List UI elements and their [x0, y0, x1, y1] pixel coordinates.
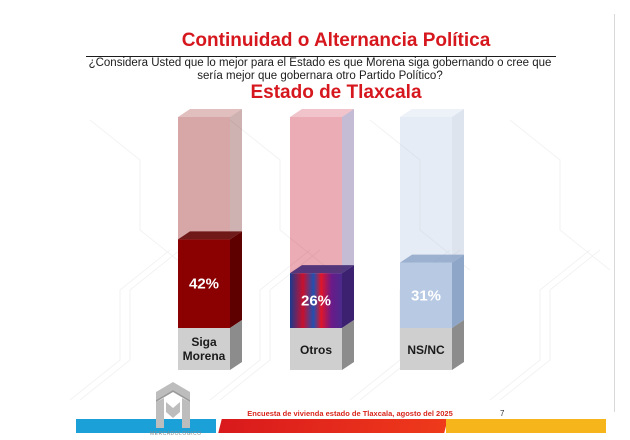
bar-side: [342, 265, 354, 328]
survey-question: ¿Considera Usted que lo mejor para el Es…: [88, 57, 552, 82]
bar-side: [452, 254, 464, 328]
page-number: 7: [500, 409, 505, 418]
data-label: 26%: [301, 293, 331, 310]
category-plinth-side: [230, 320, 242, 370]
footer-note: Encuesta de vivienda estado de Tlaxcala,…: [247, 409, 453, 418]
bar-background-side: [342, 109, 354, 274]
bar-background-side: [230, 109, 242, 240]
bar-top: [400, 254, 464, 263]
category-plinth-side: [342, 320, 354, 370]
footer-blue-stripe: [76, 419, 216, 433]
bar: [400, 262, 452, 328]
footer-red-stripe: [218, 419, 448, 433]
company-logo: [156, 382, 190, 428]
category-plinth: [400, 328, 452, 370]
bar-background: [290, 117, 342, 274]
category-label: NS/NC: [407, 343, 445, 357]
slide-subtitle: Estado de Tlaxcala: [250, 82, 422, 103]
bar-side: [230, 231, 242, 328]
category-plinth-side: [452, 320, 464, 370]
bar-top: [290, 265, 354, 274]
data-label: 31%: [411, 287, 441, 304]
category-plinth: [178, 328, 230, 370]
title-divider: [86, 56, 556, 57]
category-label: Siga Morena: [183, 335, 226, 363]
bar-background: [400, 117, 452, 263]
background-pattern: [69, 119, 611, 401]
data-label: 42%: [189, 276, 219, 293]
bar-background-side: [452, 109, 464, 263]
slide-title: Continuidad o Alternancia Política: [181, 30, 491, 51]
logo-wordmark: MERCADOLOGICO: [150, 431, 202, 437]
bar: [178, 239, 230, 328]
bar-background-top: [400, 109, 464, 117]
bar-background-top: [290, 109, 354, 117]
bar-background: [178, 117, 230, 240]
footer-yellow-stripe: [446, 419, 606, 433]
bar: [290, 273, 342, 328]
bar-top: [178, 231, 242, 240]
bar-background-top: [178, 109, 242, 117]
category-plinth: [290, 328, 342, 370]
category-label: Otros: [300, 343, 332, 357]
